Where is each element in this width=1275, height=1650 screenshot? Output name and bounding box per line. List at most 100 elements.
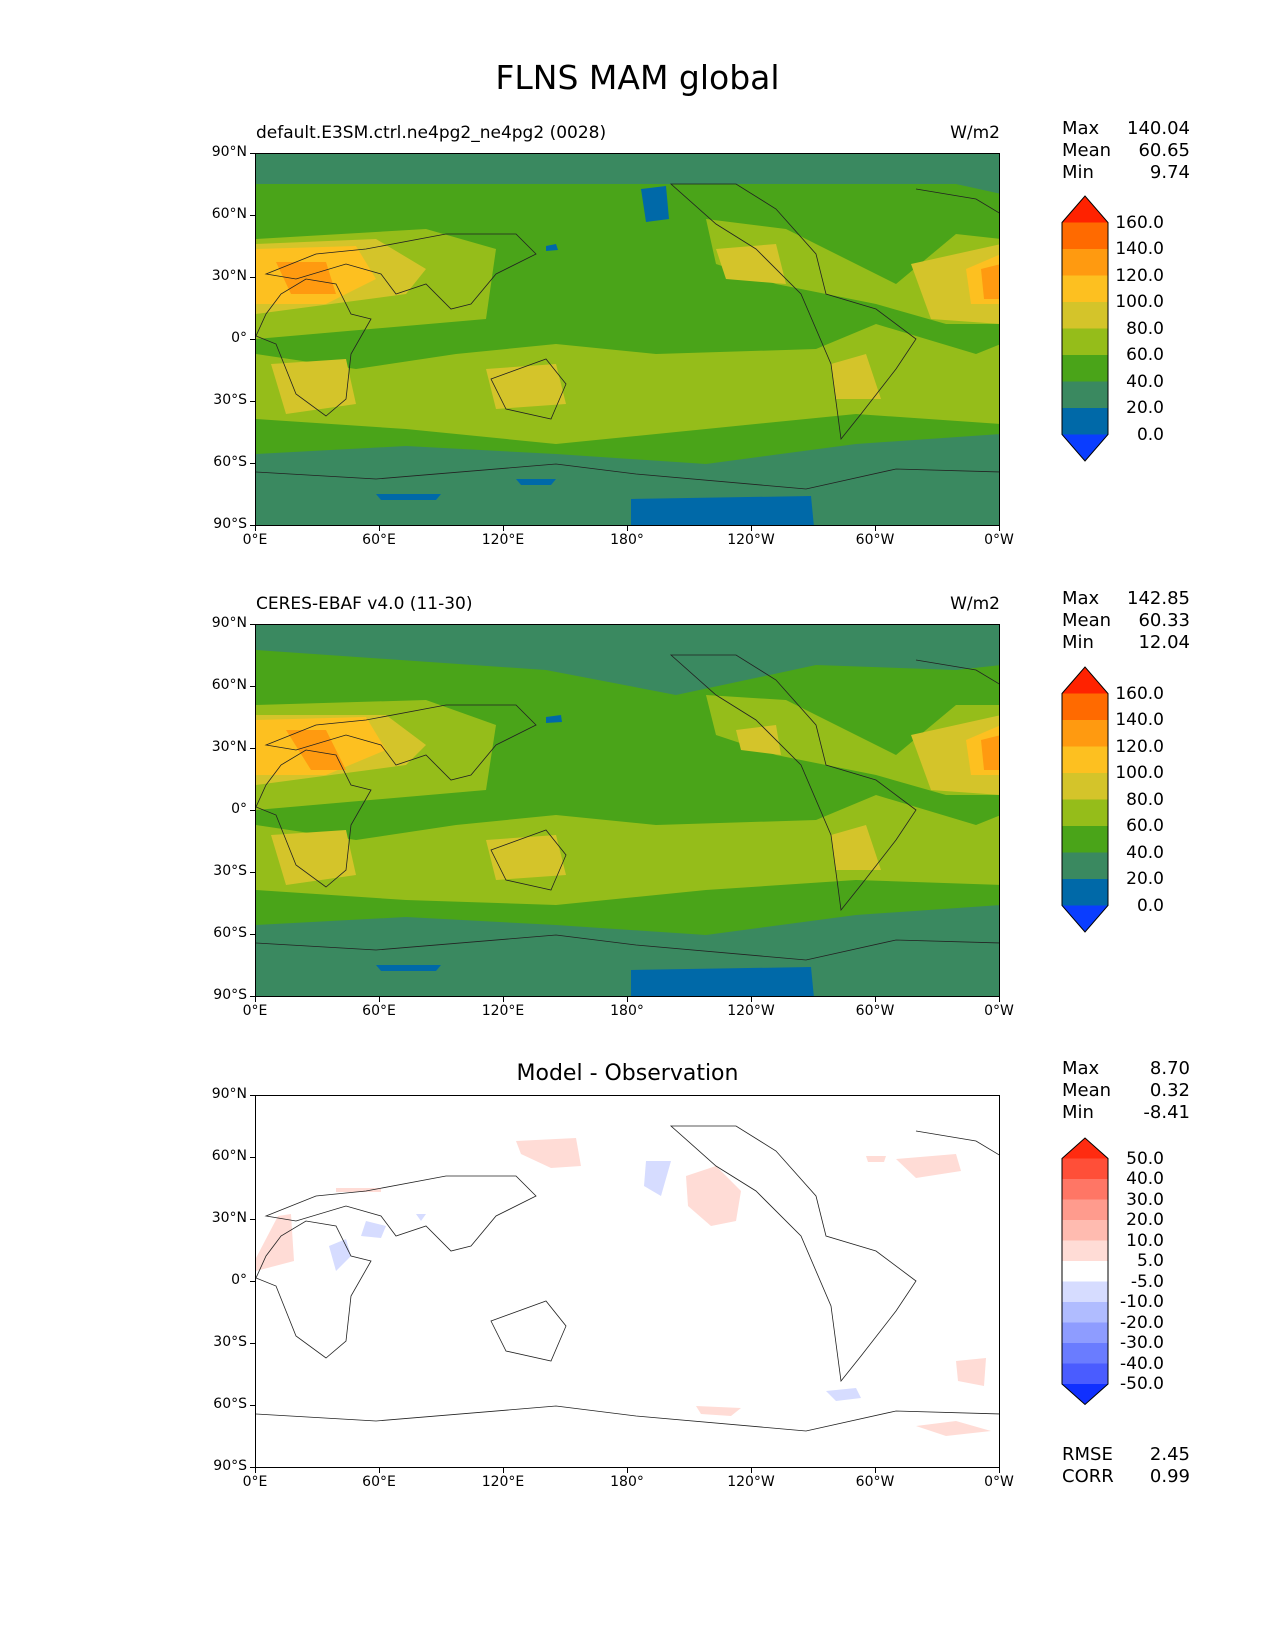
y-tick-label: 90°N: [211, 144, 247, 160]
panel-2-colorbar-label: 0.0: [1136, 895, 1164, 916]
panel-1-colorbar-label: 120.0: [1115, 265, 1164, 286]
colorbar-outline: [1061, 666, 1109, 933]
colorbar-extend-max: [1062, 1138, 1108, 1159]
stat-min-value: 12.04: [1138, 632, 1190, 653]
panel-2-field: [256, 625, 999, 996]
panel-3-colorbar-label: -5.0: [1130, 1271, 1164, 1292]
colorbar-extend-max: [1062, 196, 1108, 223]
panel-2-colorbar: [1061, 666, 1109, 933]
panel-1-colorbar-label: 60.0: [1126, 345, 1164, 365]
x-tick-mark: [999, 1468, 1000, 1473]
stat-min-label: Min: [1062, 632, 1094, 653]
y-tick-mark: [250, 1219, 255, 1220]
stat-mean-value: 60.65: [1138, 140, 1190, 161]
x-tick-label: 120°E: [481, 1474, 525, 1490]
y-tick-label: 60°S: [213, 454, 247, 470]
y-tick-mark: [250, 872, 255, 873]
x-tick-label: 120°E: [481, 1003, 525, 1019]
x-tick-mark: [751, 1468, 752, 1473]
panel-2-colorbar-label: 60.0: [1126, 816, 1164, 836]
x-tick-mark: [751, 526, 752, 531]
colorbar-extend-max: [1062, 667, 1108, 694]
colorbar-extend-min: [1062, 434, 1108, 461]
panel-1-colorbar: [1061, 195, 1109, 462]
y-tick-mark: [250, 1281, 255, 1282]
panel-1-map: [255, 153, 1000, 526]
y-tick-label: 30°N: [211, 268, 247, 284]
x-tick-label: 120°W: [727, 1474, 775, 1490]
y-tick-label: 0°: [231, 330, 247, 346]
y-tick-label: 90°S: [213, 987, 247, 1003]
y-tick-mark: [250, 525, 255, 526]
y-tick-label: 30°S: [213, 1334, 247, 1350]
colorbar-segment: [1062, 773, 1108, 800]
y-tick-mark: [250, 339, 255, 340]
y-tick-label: 30°N: [211, 1210, 247, 1226]
colorbar-extend-min: [1062, 905, 1108, 932]
x-tick-label: 0°E: [242, 1474, 268, 1490]
panel-3-colorbar: [1061, 1137, 1109, 1406]
y-tick-label: 60°N: [211, 206, 247, 222]
panel-2-colorbar-label: 120.0: [1115, 736, 1164, 757]
x-tick-mark: [255, 526, 256, 531]
colorbar-segment: [1062, 1199, 1108, 1221]
x-tick-mark: [627, 526, 628, 531]
x-tick-mark: [875, 997, 876, 1002]
x-tick-label: 0°E: [242, 532, 268, 548]
x-tick-mark: [503, 997, 504, 1002]
colorbar-segment: [1062, 408, 1108, 435]
colorbar-segment: [1062, 222, 1108, 250]
colorbar-segment: [1062, 693, 1108, 721]
y-tick-mark: [250, 153, 255, 154]
x-tick-mark: [999, 997, 1000, 1002]
y-tick-mark: [250, 277, 255, 278]
y-tick-mark: [250, 1405, 255, 1406]
colorbar-segment: [1062, 1281, 1108, 1303]
y-tick-mark: [250, 996, 255, 997]
panel-1-colorbar-label: 160.0: [1115, 212, 1164, 233]
stat-max-value: 140.04: [1127, 118, 1190, 139]
y-tick-label: 60°N: [211, 677, 247, 693]
x-tick-mark: [875, 526, 876, 531]
colorbar-segment: [1062, 249, 1108, 276]
stat-mean-label: Mean: [1062, 1080, 1112, 1101]
y-tick-label: 30°S: [213, 863, 247, 879]
x-tick-label: 60°W: [855, 1474, 895, 1490]
colorbar-segment: [1062, 799, 1108, 827]
x-tick-label: 180°: [610, 1474, 644, 1490]
panel-2-map: [255, 624, 1000, 997]
x-tick-mark: [379, 526, 380, 531]
y-tick-mark: [250, 810, 255, 811]
colorbar-segment: [1062, 1158, 1108, 1180]
y-tick-mark: [250, 463, 255, 464]
panel-2-colorbar-label: 20.0: [1126, 869, 1164, 889]
colorbar-extend-min: [1062, 1384, 1108, 1405]
panel-3-colorbar-label: -50.0: [1120, 1374, 1164, 1394]
colorbar-segment: [1062, 1261, 1108, 1282]
panel-3-colorbar-label: 10.0: [1126, 1230, 1164, 1251]
x-tick-label: 120°W: [727, 532, 775, 548]
panel-3-title: Model - Observation: [516, 1061, 739, 1086]
stat-corr-label: CORR: [1062, 1466, 1114, 1487]
stat-rmse-label: RMSE: [1062, 1444, 1113, 1465]
x-tick-mark: [627, 997, 628, 1002]
panel-2-colorbar-label: 140.0: [1115, 710, 1164, 730]
x-tick-mark: [379, 1468, 380, 1473]
colorbar-segment: [1062, 720, 1108, 747]
stat-min-value: 9.74: [1149, 162, 1190, 183]
panel-3-stats: Max 8.70 Mean 0.32 Min -8.41: [1062, 1058, 1190, 1124]
panel-1-colorbar-label: 20.0: [1126, 398, 1164, 418]
x-tick-label: 180°: [610, 532, 644, 548]
panel-1-label: default.E3SM.ctrl.ne4pg2_ne4pg2 (0028): [256, 123, 607, 143]
y-tick-label: 0°: [231, 1272, 247, 1288]
x-tick-mark: [255, 1468, 256, 1473]
x-tick-label: 60°E: [362, 1474, 396, 1490]
panel-3-colorbar-label: -10.0: [1120, 1292, 1164, 1312]
y-tick-label: 90°S: [213, 516, 247, 532]
x-tick-label: 120°E: [481, 532, 525, 548]
y-tick-label: 60°N: [211, 1148, 247, 1164]
stat-min-value: -8.41: [1143, 1102, 1190, 1123]
stat-mean-value: 0.32: [1149, 1080, 1190, 1101]
x-tick-mark: [999, 526, 1000, 531]
x-tick-label: 120°W: [727, 1003, 775, 1019]
